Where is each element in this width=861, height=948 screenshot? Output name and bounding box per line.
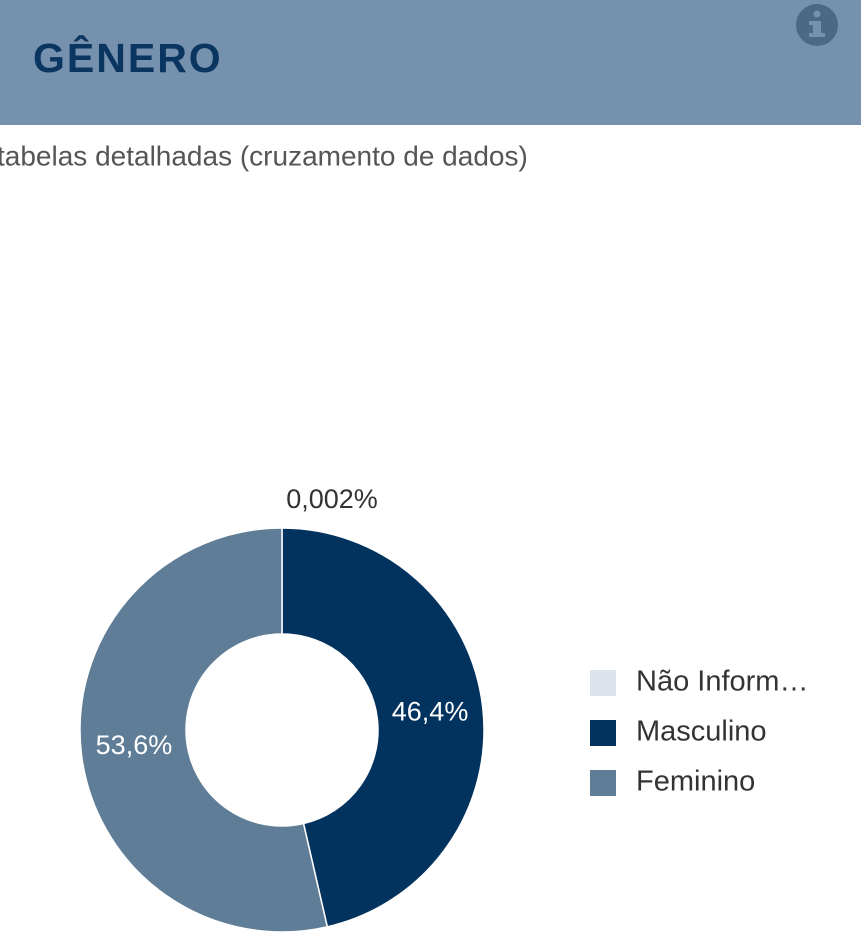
header-bar [0, 0, 861, 125]
legend-swatch [590, 670, 616, 696]
legend-label: Feminino [636, 766, 755, 798]
data-label: 0,002% [286, 484, 378, 514]
data-label: 53,6% [96, 730, 173, 760]
legend-label: Não Inform… [636, 666, 808, 698]
legend-label: Masculino [636, 716, 767, 748]
donut-slice [79, 527, 329, 933]
legend-swatch [590, 770, 616, 796]
chart-title: GÊNERO [33, 35, 223, 81]
subtitle-link[interactable]: tabelas detalhadas (cruzamento de dados) [0, 140, 528, 171]
legend-swatch [590, 720, 616, 746]
donut-slice [281, 527, 485, 928]
data-label: 46,4% [392, 696, 469, 726]
info-button[interactable] [796, 4, 838, 46]
